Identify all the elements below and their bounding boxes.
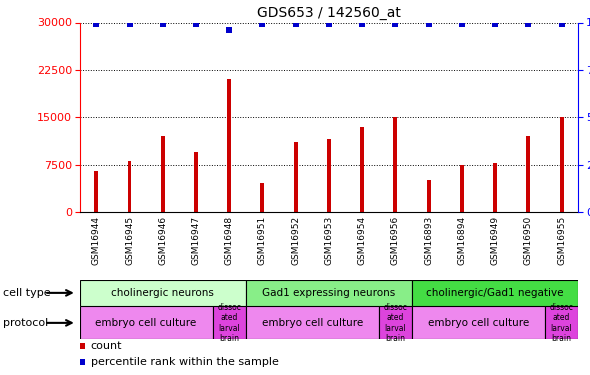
Text: GSM16953: GSM16953 bbox=[324, 216, 333, 265]
Bar bbox=[294, 142, 298, 212]
Bar bbox=[545, 306, 578, 339]
Bar bbox=[559, 117, 563, 212]
Text: embryo cell culture: embryo cell culture bbox=[96, 318, 196, 328]
Text: percentile rank within the sample: percentile rank within the sample bbox=[91, 357, 278, 368]
Text: GSM16894: GSM16894 bbox=[457, 216, 466, 265]
Text: GSM16956: GSM16956 bbox=[391, 216, 400, 265]
Bar bbox=[427, 180, 431, 212]
Bar bbox=[412, 306, 545, 339]
Text: GSM16950: GSM16950 bbox=[524, 216, 533, 265]
Text: GSM16948: GSM16948 bbox=[225, 216, 234, 265]
Bar bbox=[80, 280, 246, 306]
Bar bbox=[246, 306, 379, 339]
Bar bbox=[260, 183, 264, 212]
Text: GSM16954: GSM16954 bbox=[358, 216, 366, 265]
Bar bbox=[460, 165, 464, 212]
Bar bbox=[526, 136, 530, 212]
Text: count: count bbox=[91, 341, 122, 351]
Bar bbox=[194, 152, 198, 212]
Text: Gad1 expressing neurons: Gad1 expressing neurons bbox=[263, 288, 395, 298]
Bar bbox=[394, 117, 398, 212]
Text: GSM16946: GSM16946 bbox=[158, 216, 167, 265]
Text: GSM16955: GSM16955 bbox=[557, 216, 566, 265]
Text: dissoc
ated
larval
brain: dissoc ated larval brain bbox=[384, 303, 407, 343]
Text: protocol: protocol bbox=[3, 318, 48, 328]
Bar bbox=[80, 306, 212, 339]
Text: cell type: cell type bbox=[3, 288, 51, 298]
Text: GSM16951: GSM16951 bbox=[258, 216, 267, 265]
Bar bbox=[493, 163, 497, 212]
Text: GSM16893: GSM16893 bbox=[424, 216, 433, 265]
Bar bbox=[412, 280, 578, 306]
Bar bbox=[327, 139, 331, 212]
Text: GSM16947: GSM16947 bbox=[192, 216, 201, 265]
Text: GSM16944: GSM16944 bbox=[92, 216, 101, 265]
Text: embryo cell culture: embryo cell culture bbox=[262, 318, 363, 328]
Bar bbox=[360, 127, 364, 212]
Bar bbox=[94, 171, 99, 212]
Text: GSM16949: GSM16949 bbox=[491, 216, 500, 265]
Bar bbox=[212, 306, 246, 339]
Bar bbox=[160, 136, 165, 212]
Text: GSM16952: GSM16952 bbox=[291, 216, 300, 265]
Text: embryo cell culture: embryo cell culture bbox=[428, 318, 529, 328]
Text: dissoc
ated
larval
brain: dissoc ated larval brain bbox=[550, 303, 573, 343]
Bar bbox=[227, 80, 231, 212]
Text: cholinergic/Gad1 negative: cholinergic/Gad1 negative bbox=[427, 288, 564, 298]
Title: GDS653 / 142560_at: GDS653 / 142560_at bbox=[257, 6, 401, 20]
Bar bbox=[379, 306, 412, 339]
Bar bbox=[246, 280, 412, 306]
Text: cholinergic neurons: cholinergic neurons bbox=[112, 288, 214, 298]
Text: GSM16945: GSM16945 bbox=[125, 216, 134, 265]
Text: dissoc
ated
larval
brain: dissoc ated larval brain bbox=[217, 303, 241, 343]
Bar bbox=[127, 161, 132, 212]
